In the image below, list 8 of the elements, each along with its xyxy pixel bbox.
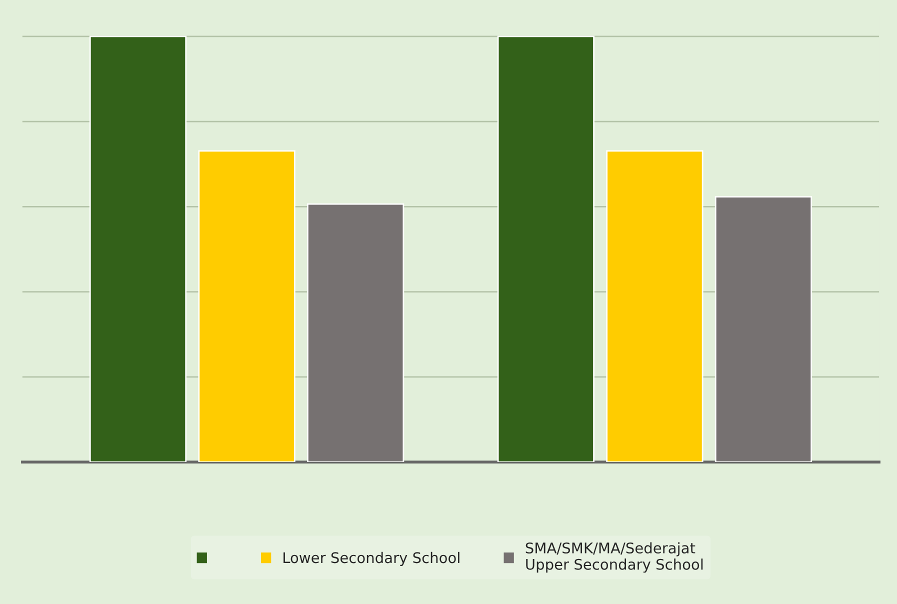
bar — [89, 36, 187, 462]
legend-label: Lower Secondary School — [284, 552, 460, 566]
bar — [606, 150, 704, 462]
bar — [307, 203, 404, 462]
legend-label: SMA/SMK/MA/Sederajat Upper Secondary School — [526, 542, 703, 573]
bar — [714, 196, 812, 462]
bar — [497, 36, 594, 462]
bar — [198, 150, 296, 462]
